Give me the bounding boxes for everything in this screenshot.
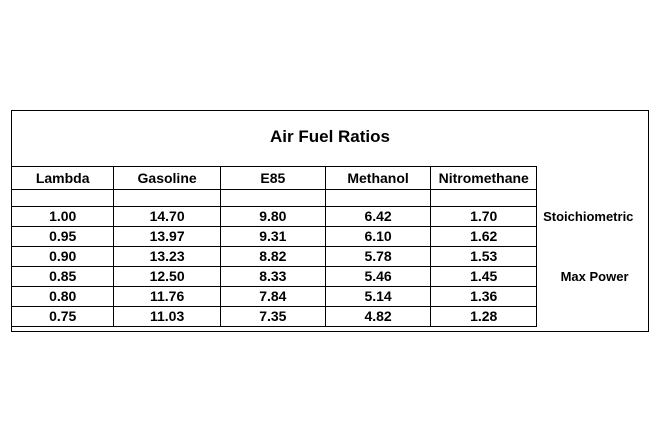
header-lambda: Lambda: [10, 166, 115, 190]
document-title: Air Fuel Ratios: [270, 127, 390, 146]
table-row: 0.95 13.97 9.31 6.10 1.62: [10, 226, 647, 247]
gasoline-cell: 12.50: [113, 266, 221, 287]
lambda-cell: 1.00: [10, 206, 115, 227]
spacer-cell: [219, 189, 326, 207]
lambda-cell: 0.95: [10, 226, 115, 247]
spacer-cell: [430, 189, 538, 207]
air-fuel-ratio-table: Lambda Gasoline E85 Methanol Nitromethan…: [10, 166, 647, 327]
nitromethane-cell: 1.36: [430, 286, 538, 307]
row-note: [537, 227, 647, 247]
header-note-blank: [537, 167, 647, 190]
gasoline-cell: 13.97: [113, 226, 221, 247]
gasoline-cell: 14.70: [113, 206, 221, 227]
nitromethane-cell: 1.70: [430, 206, 538, 227]
nitromethane-cell: 1.28: [430, 306, 538, 327]
table-spacer-row: [10, 189, 647, 207]
lambda-cell: 0.75: [10, 306, 115, 327]
e85-cell: 9.31: [219, 226, 326, 247]
header-gasoline: Gasoline: [113, 166, 221, 190]
gasoline-cell: 11.76: [113, 286, 221, 307]
spacer-cell: [113, 189, 221, 207]
row-note: Stoichiometric: [543, 209, 634, 224]
header-e85: E85: [219, 166, 326, 190]
table-row: 1.00 14.70 9.80 6.42 1.70 Stoichiometric: [10, 206, 647, 227]
nitromethane-cell: 1.53: [430, 246, 538, 267]
header-nitromethane: Nitromethane: [430, 166, 538, 190]
e85-cell: 8.82: [219, 246, 326, 267]
methanol-cell: 6.42: [324, 206, 432, 227]
table-row: 0.85 12.50 8.33 5.46 1.45 Max Power: [10, 266, 647, 287]
spacer-note: [537, 190, 647, 207]
e85-cell: 7.35: [219, 306, 326, 327]
row-note: [537, 307, 647, 327]
methanol-cell: 4.82: [324, 306, 432, 327]
table-row: 0.80 11.76 7.84 5.14 1.36: [10, 286, 647, 307]
table-row: 0.75 11.03 7.35 4.82 1.28: [10, 306, 647, 327]
lambda-cell: 0.90: [10, 246, 115, 267]
spacer-cell: [10, 189, 115, 207]
nitromethane-cell: 1.62: [430, 226, 538, 247]
methanol-cell: 6.10: [324, 226, 432, 247]
row-note: [537, 287, 647, 307]
lambda-cell: 0.80: [10, 286, 115, 307]
row-note: Max Power: [560, 269, 629, 284]
nitromethane-cell: 1.45: [430, 266, 538, 287]
methanol-cell: 5.46: [324, 266, 432, 287]
air-fuel-ratio-document: Air Fuel Ratios Lambda Gasoline E85 Meth…: [10, 110, 649, 332]
table-header-row: Lambda Gasoline E85 Methanol Nitromethan…: [10, 166, 647, 190]
e85-cell: 9.80: [219, 206, 326, 227]
lambda-cell: 0.85: [10, 266, 115, 287]
e85-cell: 8.33: [219, 266, 326, 287]
gasoline-cell: 11.03: [113, 306, 221, 327]
methanol-cell: 5.78: [324, 246, 432, 267]
table-row: 0.90 13.23 8.82 5.78 1.53: [10, 246, 647, 267]
gasoline-cell: 13.23: [113, 246, 221, 267]
e85-cell: 7.84: [219, 286, 326, 307]
header-methanol: Methanol: [324, 166, 432, 190]
methanol-cell: 5.14: [324, 286, 432, 307]
spacer-cell: [324, 189, 432, 207]
row-note: [537, 247, 647, 267]
